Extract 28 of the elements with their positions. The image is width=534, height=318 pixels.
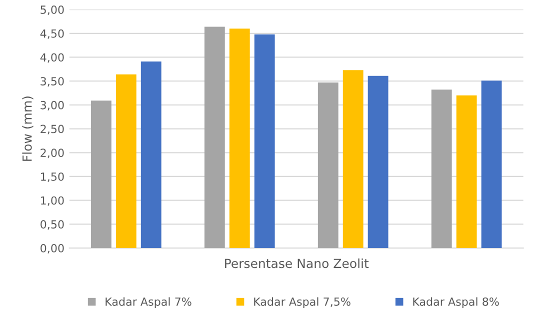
bar — [456, 95, 477, 248]
bar — [90, 100, 112, 248]
y-tick-label: 3,50 — [40, 77, 64, 87]
y-tick-label: 3,00 — [40, 100, 64, 110]
y-tick-label: 1,50 — [41, 172, 64, 182]
legend-label: Kadar Aspal 8% — [413, 297, 499, 308]
bar — [140, 62, 162, 248]
y-tick-label: 2,50 — [40, 124, 64, 134]
bar — [229, 28, 250, 248]
bar — [116, 74, 136, 248]
bar — [342, 70, 364, 248]
y-axis-title: Flow (mm) — [22, 96, 34, 161]
y-tick-label: 2,00 — [40, 148, 64, 158]
y-tick-label: 0,00 — [40, 244, 64, 254]
bar — [204, 26, 225, 248]
y-tick-label: 1,00 — [41, 196, 64, 206]
y-tick-label: 0,50 — [40, 220, 64, 230]
y-tick-label: 5,00 — [40, 6, 64, 16]
bar — [254, 34, 275, 248]
bar — [318, 82, 338, 248]
y-tick-label: 4,00 — [40, 53, 64, 63]
bar — [431, 90, 452, 248]
x-axis-title: Persentase Nano Zeolit — [225, 258, 369, 268]
legend-label: Kadar Aspal 7% — [106, 297, 192, 308]
bar — [481, 80, 502, 248]
legend-label: Kadar Aspal 7,5% — [254, 297, 350, 308]
bar — [368, 76, 388, 248]
y-tick-label: 4,50 — [40, 29, 64, 39]
